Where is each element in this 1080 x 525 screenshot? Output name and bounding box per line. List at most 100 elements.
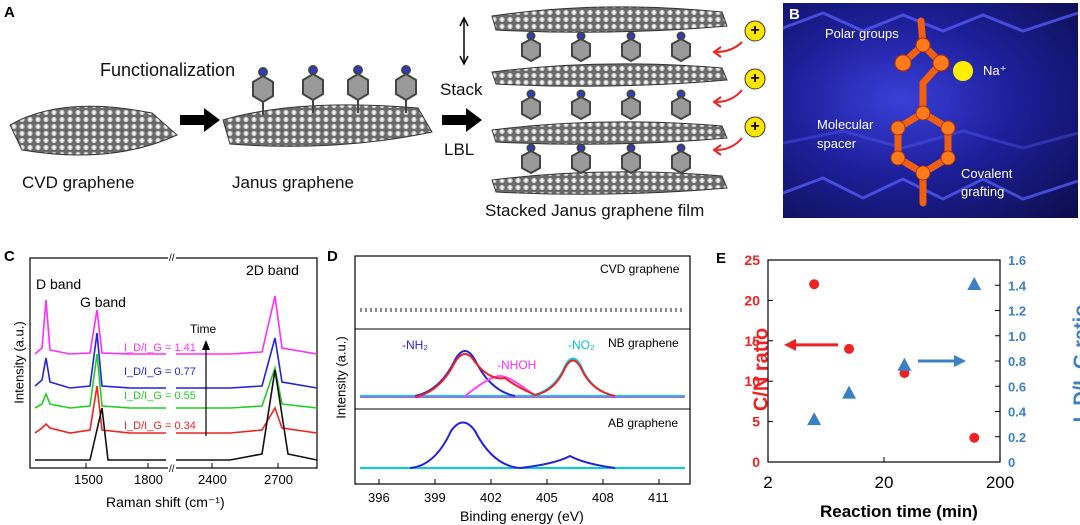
spacer-molecule xyxy=(890,17,973,207)
cvd-graphene-sheet xyxy=(9,105,178,156)
xps-spectra-plot xyxy=(354,255,691,485)
id-ig-ratio-point xyxy=(897,357,912,371)
ratio-label-green: I_D/I_G = 0.55 xyxy=(124,390,196,402)
2d-band-label: 2D band xyxy=(246,262,299,278)
panel-d-label: D xyxy=(327,248,338,265)
e-right-tick-label: 1.4 xyxy=(1008,278,1027,293)
nhoh-label: -NHOH xyxy=(497,358,537,372)
c-xlabel: Raman shift (cm⁻¹) xyxy=(106,494,225,510)
nh2-label: -NH₂ xyxy=(402,338,428,352)
nb-fit xyxy=(360,350,685,398)
e-right-tick-label: 0 xyxy=(1008,455,1015,470)
e-right-tick-label: 0.2 xyxy=(1008,430,1026,445)
lbl-label: LBL xyxy=(444,140,475,159)
e-xlabel: Reaction time (min) xyxy=(820,502,978,521)
d-tick: 396 xyxy=(368,490,390,505)
ratio-label-blue: I_D/I_G = 0.77 xyxy=(124,366,196,378)
janus-graphene-label: Janus graphene xyxy=(232,173,354,192)
panel-e-label: E xyxy=(716,250,727,267)
no2-label: -NO₂ xyxy=(568,338,595,352)
curved-arrow-icon xyxy=(712,41,743,156)
molecular-spacer-label: Molecular spacer xyxy=(817,117,874,151)
c-tick-1500: 1500 xyxy=(74,472,103,487)
cn-ratio-point xyxy=(809,279,820,290)
ratio-label-red: I_D/I_G = 0.34 xyxy=(124,420,196,432)
right-axis-arrow-head xyxy=(954,355,966,367)
time-label: Time xyxy=(190,322,217,336)
cation-icon xyxy=(744,20,766,42)
id-ig-ratio-point xyxy=(967,276,982,290)
stack-label: Stack xyxy=(440,80,483,99)
e-left-ylabel: C/N ratio xyxy=(750,327,773,412)
stacked-film-illustration xyxy=(459,6,728,195)
e-x-tick-label: 20 xyxy=(875,473,894,492)
cation-icon xyxy=(744,116,766,138)
e-right-tick-label: 1.2 xyxy=(1008,304,1026,319)
spectrum-magenta xyxy=(34,295,318,355)
e-right-tick-label: 0.4 xyxy=(1008,405,1027,420)
polar-groups-label: Polar groups xyxy=(825,26,899,41)
d-tick: 408 xyxy=(592,490,614,505)
na-ion xyxy=(953,61,973,81)
covalent-grafting-label: Covalent grafting xyxy=(961,166,1013,199)
e-right-tick-label: 1.6 xyxy=(1008,253,1026,268)
e-x-tick-label: 200 xyxy=(986,473,1014,492)
cation-plus: + xyxy=(750,70,760,87)
stacked-film-label: Stacked Janus graphene film xyxy=(485,201,705,220)
panel-a-label: A xyxy=(4,4,15,21)
janus-graphene-sheet xyxy=(222,65,433,147)
raman-spectra-plot: // // xyxy=(29,253,318,475)
d-ylabel: Intensity (a.u.) xyxy=(333,336,349,419)
e-right-tick-label: 0.6 xyxy=(1008,379,1026,394)
e-x-tick-label: 2 xyxy=(763,473,772,492)
panel-b-molecule-render: B Polar groups Na⁺ Molecular spacer Cova… xyxy=(782,3,1079,218)
d-band-label: D band xyxy=(36,276,82,292)
cation-plus: + xyxy=(750,22,760,39)
axis-break xyxy=(168,254,176,472)
panel-b-label: B xyxy=(789,6,800,23)
ab-fit xyxy=(360,421,685,470)
c-ylabel: Intensity (a.u.) xyxy=(11,321,27,404)
e-right-ylabel: I_D/I_G ratio xyxy=(1070,304,1080,423)
cation-plus: + xyxy=(750,118,760,135)
g-band-label: G band xyxy=(80,294,126,310)
spectrum-green xyxy=(34,353,318,409)
axis-break-mark: // xyxy=(169,464,175,475)
c-tick-1800: 1800 xyxy=(134,472,163,487)
e-right-tick-label: 1.0 xyxy=(1008,329,1026,344)
na-ion-label: Na⁺ xyxy=(983,63,1007,78)
arrow-right-icon xyxy=(180,108,220,132)
e-plot-frame xyxy=(767,259,1001,463)
spectrum-blue xyxy=(34,332,318,389)
spectrum-red xyxy=(34,385,318,434)
id-ig-ratio-point xyxy=(842,385,857,399)
left-axis-arrow-head xyxy=(784,338,796,351)
c-tick-2400: 2400 xyxy=(198,472,227,487)
d-tick: 405 xyxy=(536,490,558,505)
cvd-graphene-label: CVD graphene xyxy=(22,173,135,192)
plot-frame xyxy=(354,255,691,485)
interlayer-distance-arrow xyxy=(459,16,469,66)
e-left-tick-label: 25 xyxy=(744,252,760,268)
spectrum-black xyxy=(35,369,318,461)
d-tick: 411 xyxy=(648,490,669,505)
ratio-label-magenta: I_D/I_G = 1.41 xyxy=(124,342,196,354)
axis-break-mark: // xyxy=(169,253,175,264)
nb-graphene-title: NB graphene xyxy=(608,336,679,350)
arrow-right-icon xyxy=(442,108,482,132)
cn-ratio-point xyxy=(899,368,910,379)
cn-ratio-point xyxy=(969,432,980,443)
functionalization-label: Functionalization xyxy=(100,60,236,80)
e-right-tick-label: 0.8 xyxy=(1008,354,1026,369)
ab-graphene-title: AB graphene xyxy=(608,416,679,430)
c-tick-2700: 2700 xyxy=(264,472,293,487)
cn-ratio-point xyxy=(844,343,855,354)
panel-c-label: C xyxy=(4,248,15,265)
cvd-graphene-title: CVD graphene xyxy=(600,262,680,276)
d-tick: 399 xyxy=(424,490,446,505)
e-left-tick-label: 20 xyxy=(744,292,760,308)
d-xlabel: Binding energy (eV) xyxy=(460,508,584,524)
e-left-tick-label: 0 xyxy=(752,454,760,470)
d-tick: 402 xyxy=(480,490,502,505)
id-ig-ratio-point xyxy=(807,412,822,426)
